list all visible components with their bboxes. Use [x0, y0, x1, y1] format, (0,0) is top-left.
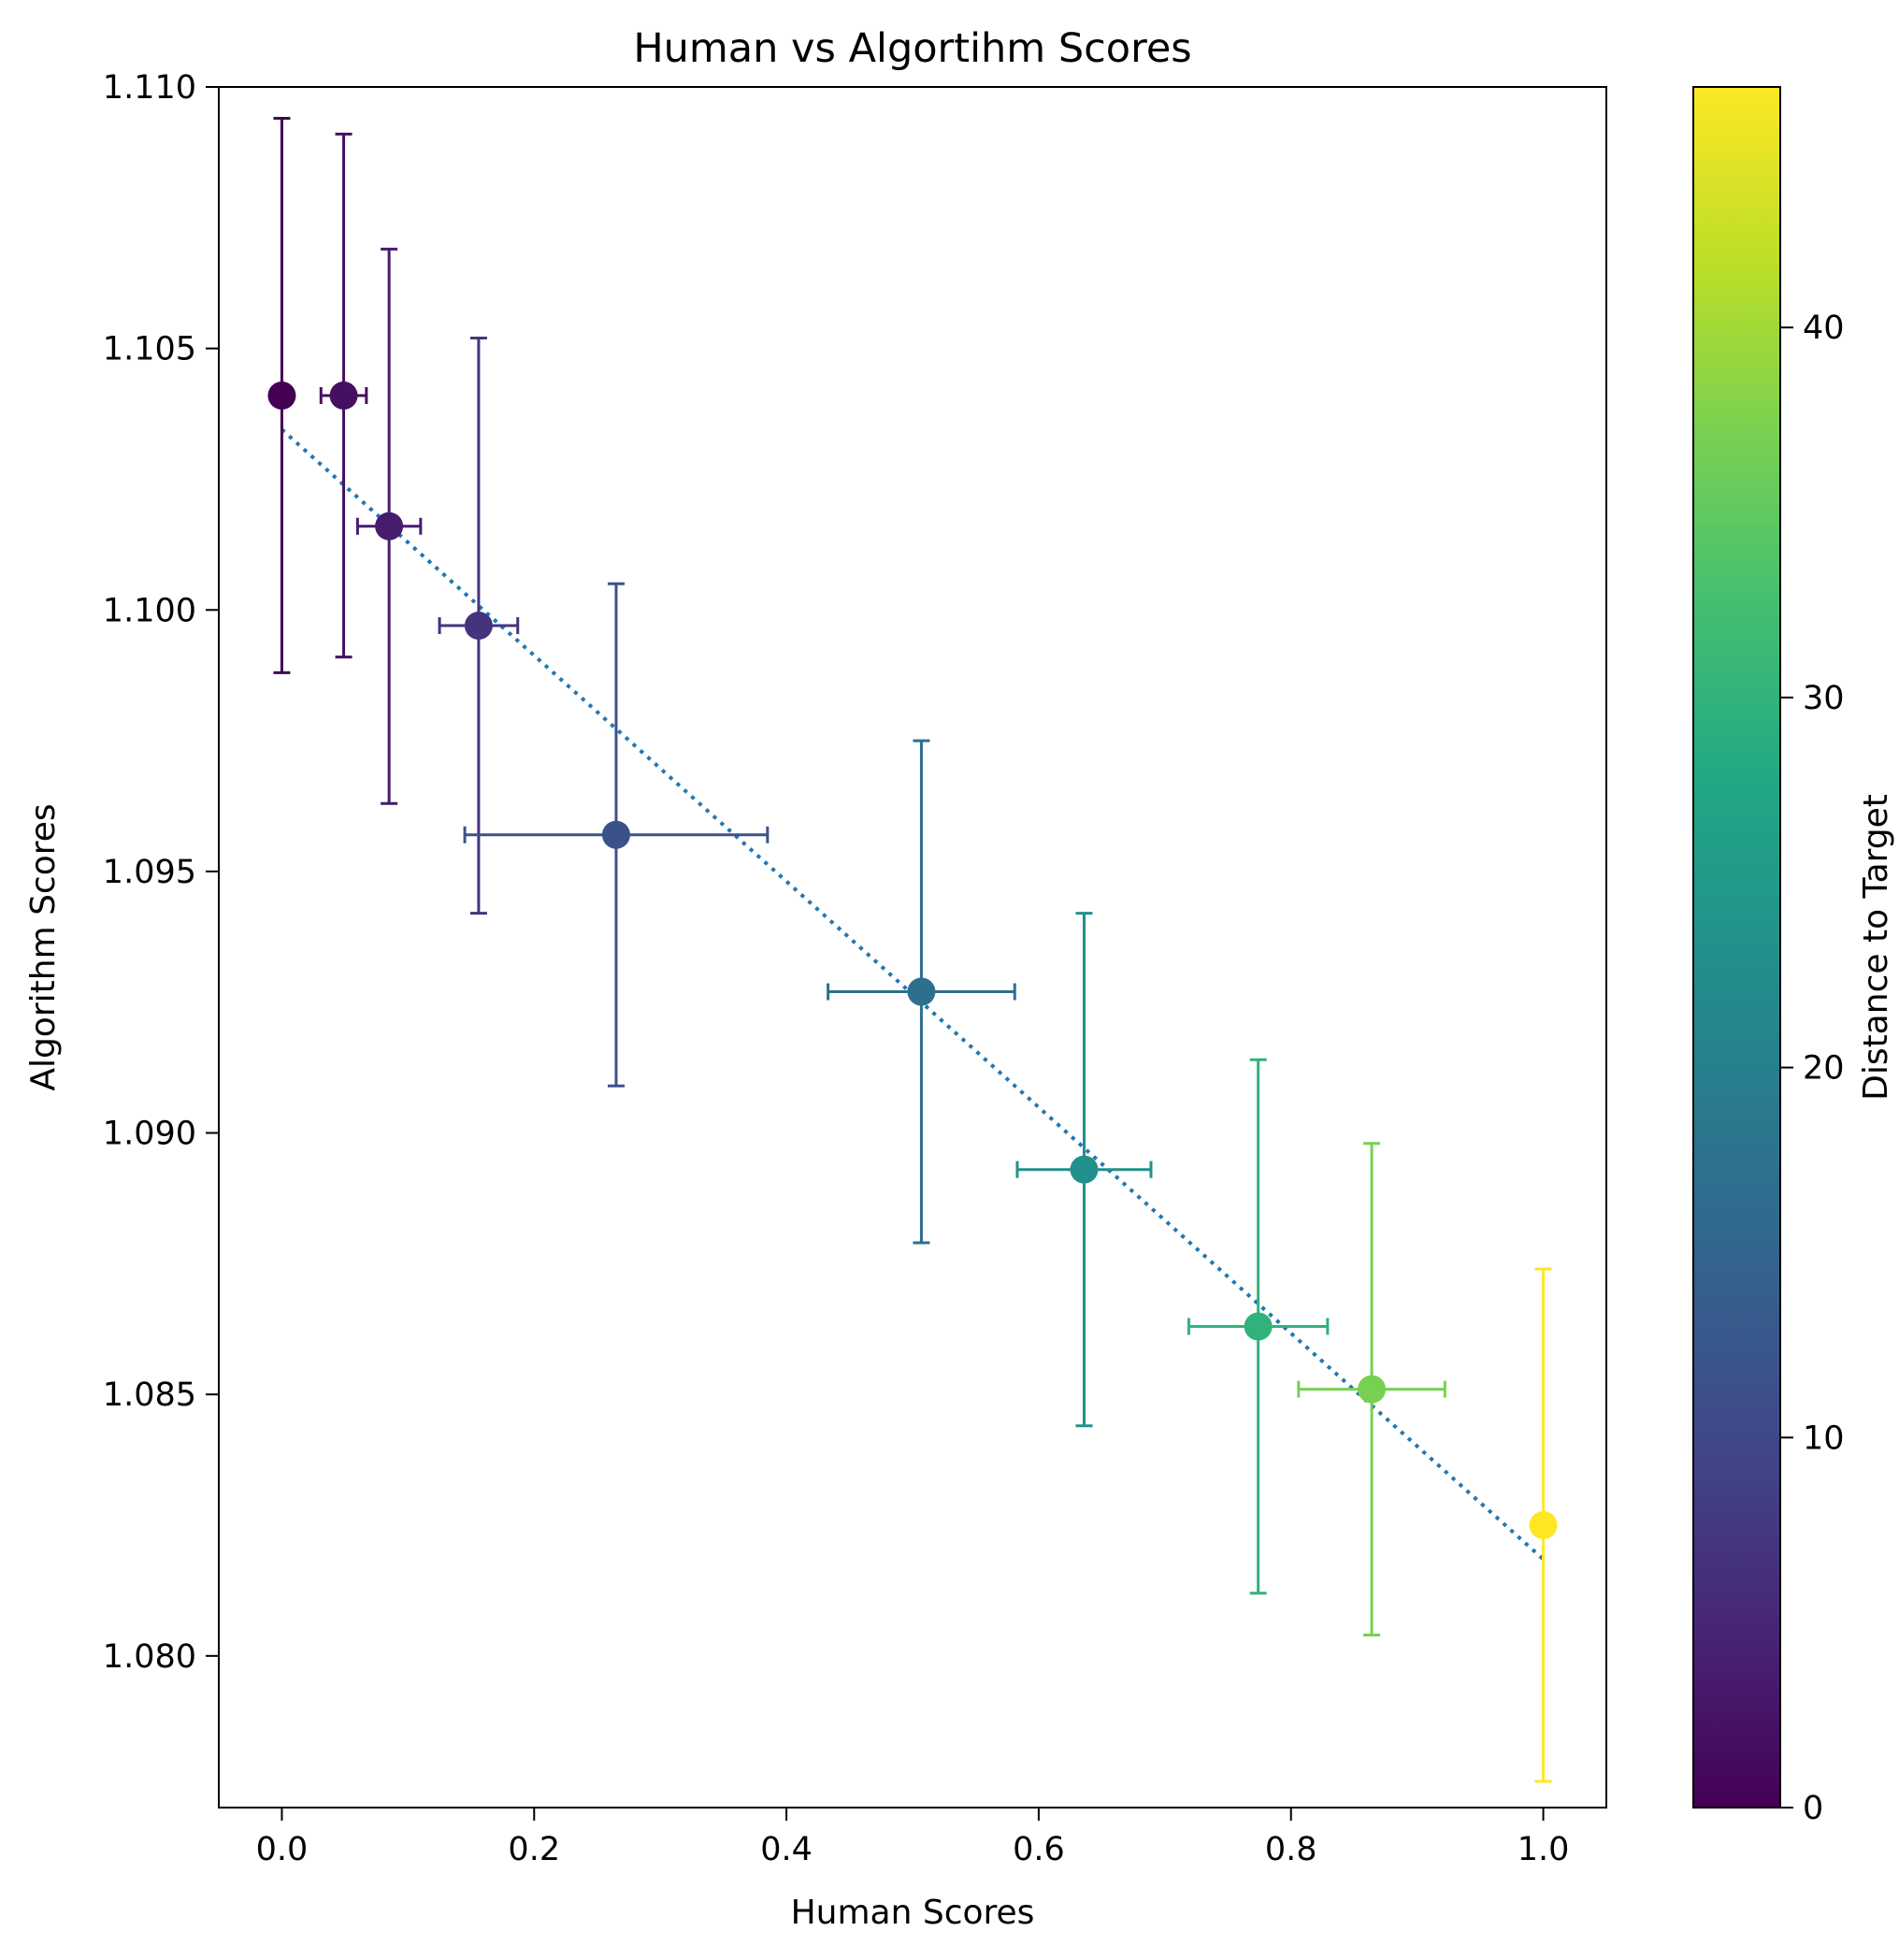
y-tick-label: 1.090	[103, 1116, 196, 1153]
plot-frame	[218, 86, 1607, 1809]
data-points	[267, 381, 1558, 1539]
data-point	[464, 612, 493, 641]
x-axis-label: Human Scores	[791, 1894, 1035, 1932]
y-tick-label: 1.095	[103, 854, 196, 891]
data-point	[907, 977, 936, 1006]
colorbar-tick-label: 0	[1803, 1790, 1823, 1827]
y-tick-label: 1.105	[103, 331, 196, 368]
y-tick-label: 1.080	[103, 1638, 196, 1676]
error-bars	[273, 117, 1552, 1783]
y-tick-label: 1.110	[103, 69, 196, 107]
colorbar-tick-label: 10	[1803, 1420, 1845, 1457]
x-tick-label: 0.0	[256, 1831, 309, 1868]
x-tick-label: 0.8	[1265, 1831, 1317, 1868]
x-tick-label: 1.0	[1518, 1831, 1570, 1868]
y-tick-label: 1.085	[103, 1376, 196, 1414]
y-axis-label: Algorithm Scores	[24, 803, 63, 1090]
colorbar	[1692, 86, 1781, 1809]
x-tick-label: 0.2	[508, 1831, 560, 1868]
colorbar-label: Distance to Target	[1857, 794, 1895, 1101]
data-point	[601, 820, 630, 849]
data-point	[375, 512, 404, 540]
data-point	[267, 381, 296, 410]
data-point	[1244, 1312, 1273, 1341]
colorbar-ticks: 0 10 20 30 40	[1780, 310, 1845, 1827]
data-point	[329, 381, 358, 410]
colorbar-tick-label: 40	[1803, 310, 1845, 347]
data-point	[1529, 1510, 1558, 1539]
data-point	[1070, 1155, 1099, 1184]
data-point	[1358, 1375, 1387, 1404]
x-tick-label: 0.6	[1013, 1831, 1065, 1868]
y-tick-label: 1.100	[103, 592, 196, 629]
colorbar-tick-label: 20	[1803, 1050, 1845, 1088]
chart-title: Human vs Algortihm Scores	[633, 25, 1191, 72]
x-axis-ticks: 0.0 0.2 0.4 0.6 0.8 1.0	[256, 1808, 1570, 1868]
x-tick-label: 0.4	[760, 1831, 813, 1868]
y-axis-ticks: 1.080 1.085 1.090 1.095 1.100 1.105 1.110	[103, 69, 219, 1676]
colorbar-tick-label: 30	[1803, 680, 1845, 717]
